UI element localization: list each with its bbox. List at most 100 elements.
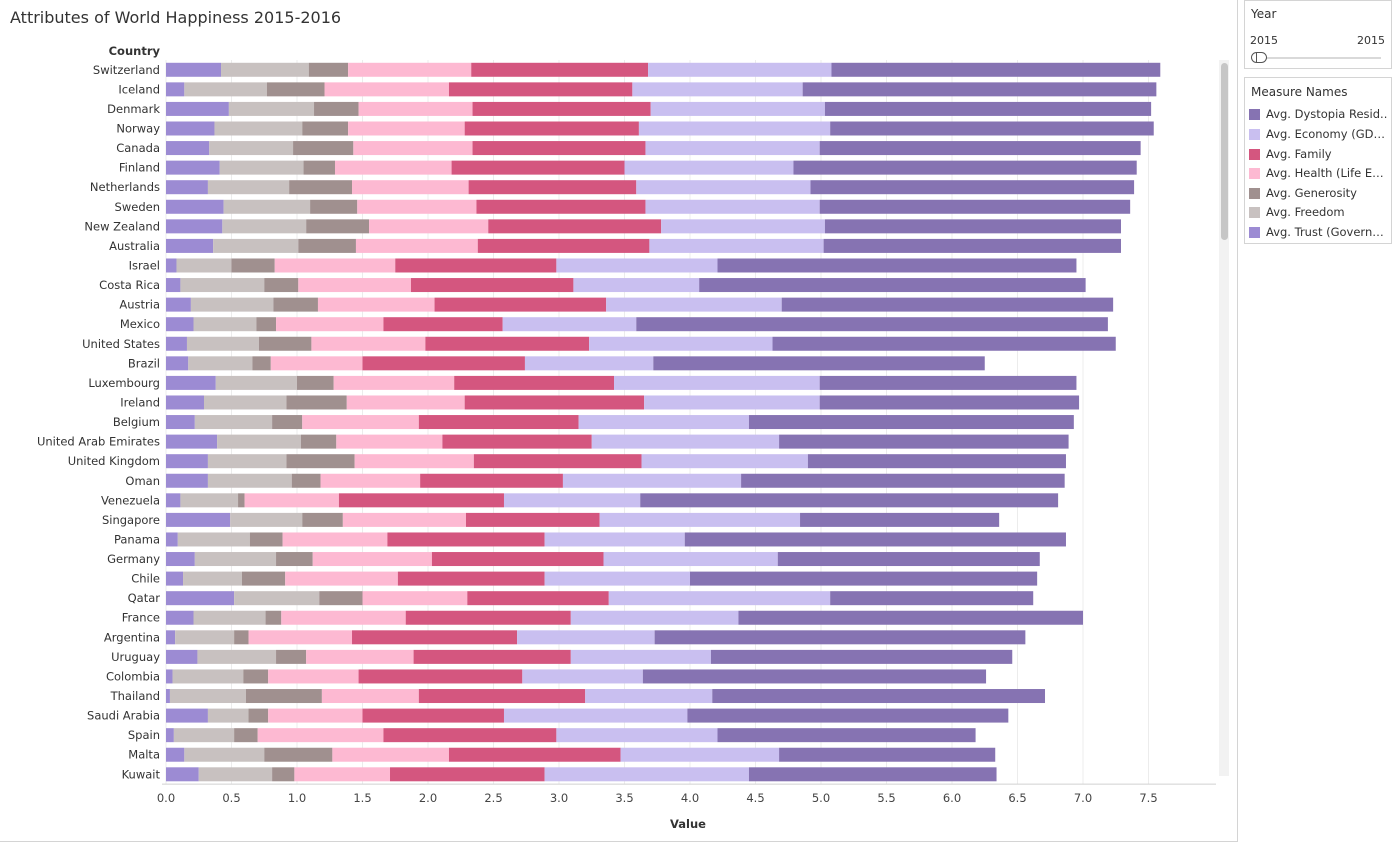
legend-item[interactable]: Avg. Family bbox=[1249, 147, 1389, 166]
bar-segment bbox=[302, 512, 343, 527]
country-label: Uruguay bbox=[111, 650, 160, 664]
bar-segment bbox=[556, 728, 718, 743]
year-range-min: 2015 bbox=[1250, 34, 1278, 47]
bar-segment bbox=[266, 82, 325, 97]
bar-segment bbox=[354, 454, 474, 469]
bar-segment bbox=[252, 356, 271, 371]
bar-segment bbox=[217, 434, 301, 449]
bar-segment bbox=[819, 199, 1131, 214]
measure-names-legend: Measure Names Avg. Dystopia Resid.. Avg.… bbox=[1244, 77, 1392, 244]
legend-label: Avg. Economy (GDP .. bbox=[1266, 127, 1388, 141]
country-label: Mexico bbox=[120, 317, 160, 331]
year-slider-handle[interactable] bbox=[1251, 52, 1267, 63]
bar-segment bbox=[215, 375, 297, 390]
bar-segment bbox=[172, 669, 244, 684]
country-label: Venezuela bbox=[101, 493, 160, 507]
bar-segment bbox=[166, 591, 235, 606]
bar-segment bbox=[413, 649, 571, 664]
bar-segment bbox=[585, 689, 713, 704]
bar-segment bbox=[661, 219, 825, 234]
bar-segment bbox=[824, 219, 1121, 234]
bar-segment bbox=[166, 199, 224, 214]
x-axis-title: Value bbox=[670, 817, 706, 831]
country-label: Israel bbox=[129, 258, 160, 272]
year-filter-title: Year bbox=[1251, 7, 1277, 21]
bar-segment bbox=[166, 297, 191, 312]
legend-swatch bbox=[1249, 188, 1260, 199]
bar-segment bbox=[642, 669, 987, 684]
bar-segment bbox=[166, 767, 199, 782]
bar-segment bbox=[234, 728, 258, 743]
country-label: Norway bbox=[116, 121, 160, 135]
bar-segment bbox=[324, 82, 449, 97]
legend-item[interactable]: Avg. Freedom bbox=[1249, 205, 1389, 224]
bar-segment bbox=[823, 238, 1121, 253]
legend-swatch bbox=[1249, 207, 1260, 218]
country-label: Iceland bbox=[118, 82, 160, 96]
bar-segment bbox=[468, 180, 637, 195]
country-label: France bbox=[122, 611, 160, 625]
bar-segment bbox=[573, 278, 700, 293]
bar-segment bbox=[358, 101, 473, 116]
legend-swatch bbox=[1249, 109, 1260, 120]
bar-segment bbox=[472, 141, 646, 156]
bar-segment bbox=[238, 493, 245, 508]
country-label: United Arab Emirates bbox=[37, 435, 160, 449]
bar-segment bbox=[591, 434, 780, 449]
bar-segment bbox=[448, 747, 621, 762]
chart-scrollbar[interactable] bbox=[1219, 60, 1229, 776]
bar-segment bbox=[207, 180, 290, 195]
bar-segment bbox=[264, 278, 299, 293]
bar-segment bbox=[274, 258, 396, 273]
bar-segment bbox=[308, 62, 349, 77]
bar-segment bbox=[570, 610, 739, 625]
bar-segment bbox=[606, 297, 782, 312]
bar-segment bbox=[166, 336, 187, 351]
bar-segment bbox=[268, 708, 363, 723]
country-label: Thailand bbox=[110, 689, 160, 703]
bar-segment bbox=[712, 689, 1046, 704]
country-label: United Kingdom bbox=[68, 454, 160, 468]
bar-segment bbox=[395, 258, 557, 273]
chart-scrollbar-thumb[interactable] bbox=[1221, 63, 1228, 240]
country-label: Qatar bbox=[128, 591, 161, 605]
bar-segment bbox=[166, 219, 223, 234]
bar-segment bbox=[741, 473, 1065, 488]
legend-swatch bbox=[1249, 168, 1260, 179]
bar-segment bbox=[241, 571, 286, 586]
bar-segment bbox=[352, 180, 469, 195]
bar-segment bbox=[166, 473, 208, 488]
bar-segment bbox=[166, 356, 189, 371]
bar-segment bbox=[645, 199, 820, 214]
bar-segment bbox=[166, 571, 184, 586]
bar-segment bbox=[169, 689, 246, 704]
bar-segment bbox=[544, 532, 685, 547]
bar-segment bbox=[431, 552, 604, 567]
bar-segment bbox=[166, 649, 198, 664]
bar-segment bbox=[624, 160, 794, 175]
bar-segment bbox=[477, 238, 650, 253]
x-tick-label: 6.0 bbox=[943, 791, 961, 805]
bar-segment bbox=[781, 297, 1114, 312]
bar-segment bbox=[332, 747, 449, 762]
bar-segment bbox=[348, 121, 465, 136]
bar-segment bbox=[166, 82, 185, 97]
x-tick-label: 5.5 bbox=[877, 791, 895, 805]
legend-item[interactable]: Avg. Economy (GDP .. bbox=[1249, 127, 1389, 146]
bar-segment bbox=[180, 278, 265, 293]
legend-item[interactable]: Avg. Health (Life Exp.. bbox=[1249, 166, 1389, 185]
bar-segment bbox=[166, 454, 208, 469]
legend-swatch bbox=[1249, 149, 1260, 160]
bar-segment bbox=[297, 375, 334, 390]
legend-item[interactable]: Avg. Dystopia Resid.. bbox=[1249, 107, 1389, 126]
legend-item[interactable]: Avg. Generosity bbox=[1249, 186, 1389, 205]
bar-segment bbox=[636, 180, 811, 195]
bar-segment bbox=[472, 101, 651, 116]
year-slider-track[interactable] bbox=[1251, 57, 1381, 59]
country-label: Switzerland bbox=[93, 63, 160, 77]
bar-segment bbox=[285, 571, 398, 586]
legend-item[interactable]: Avg. Trust (Governm.. bbox=[1249, 225, 1389, 244]
bar-segment bbox=[603, 552, 778, 567]
bar-segment bbox=[336, 434, 443, 449]
bar-segment bbox=[306, 649, 414, 664]
